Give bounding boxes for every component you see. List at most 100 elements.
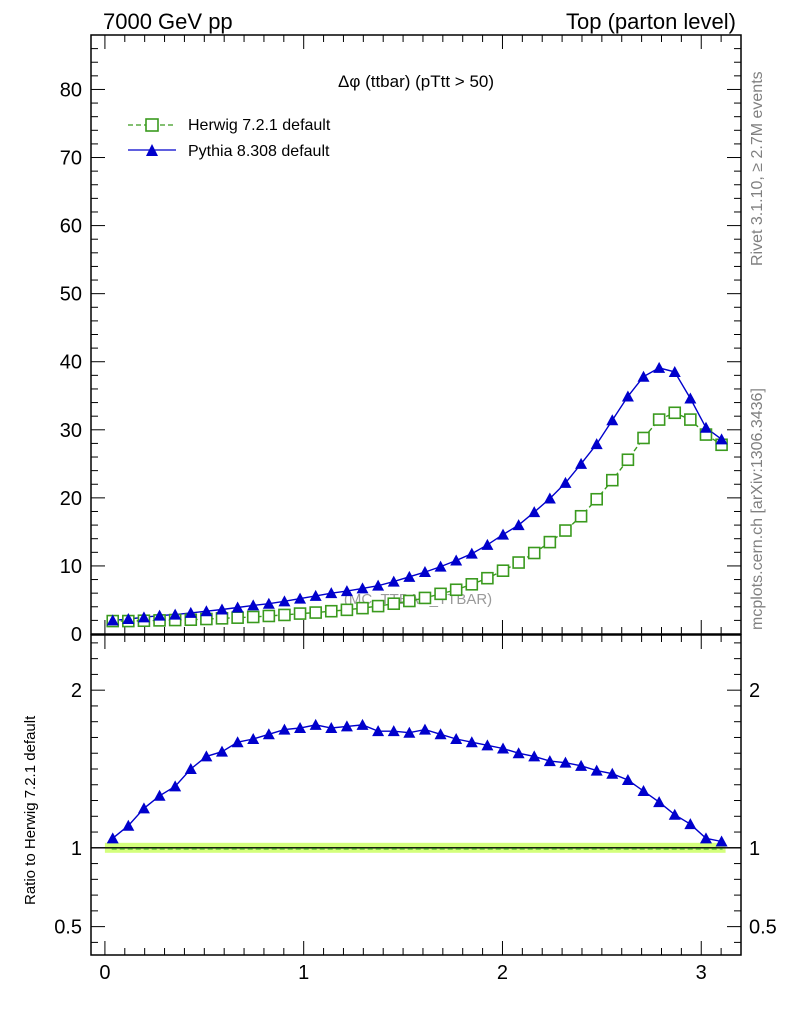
- pythia-ratio-point: [418, 723, 431, 735]
- pythia-point: [668, 365, 681, 377]
- header-left: 7000 GeV pp: [103, 9, 233, 34]
- herwig-point: [371, 599, 385, 613]
- pythia-point: [356, 582, 369, 594]
- pythia-point: [715, 433, 728, 445]
- herwig-point: [309, 606, 322, 619]
- pythia-point: [247, 599, 260, 611]
- legend-herwig-marker: [145, 118, 159, 132]
- herwig-point: [621, 453, 635, 467]
- pythia-point: [653, 361, 666, 373]
- pythia-point: [309, 589, 322, 601]
- herwig-point: [465, 578, 479, 591]
- ratio-y-tick-label: 1: [71, 838, 82, 860]
- pythia-point: [621, 390, 634, 402]
- pythia-ratio-point: [715, 835, 728, 847]
- pythia-point: [169, 608, 182, 620]
- herwig-point: [449, 583, 463, 597]
- herwig-point: [559, 524, 572, 537]
- pythia-ratio-point: [637, 785, 650, 797]
- ratio-panel: 0.5 0.5 1 1 2 2 0 1 2 3 Ratio to Herwig 7.2.1 de…: [22, 634, 777, 984]
- pythia-ratio-point: [215, 745, 228, 757]
- herwig-point: [434, 587, 447, 601]
- source-site-label: mcplots.cern.ch [arXiv:1306.3436]: [749, 388, 766, 630]
- legend-entry-herwig: Herwig 7.2.1 default: [128, 117, 331, 134]
- pythia-ratio-point: [606, 767, 619, 779]
- pythia-ratio-point: [309, 718, 322, 730]
- pythia-ratio-point: [684, 818, 697, 830]
- legend: Herwig 7.2.1 default Pythia 8.308 defaul…: [128, 117, 331, 160]
- pythia-point: [575, 457, 588, 469]
- legend-entry-pythia: Pythia 8.308 default: [128, 143, 330, 160]
- main-y-tick-labels: 0 10 20 30 40 50 60 70 80: [60, 79, 82, 646]
- pythia-ratio-point: [184, 762, 197, 774]
- ratio-x-tick-labels: 0 1 2 3: [99, 962, 706, 984]
- legend-pythia-label: Pythia 8.308 default: [188, 143, 330, 160]
- ratio-y-tick-label: 0.5: [54, 917, 82, 939]
- pythia-ratio-point: [543, 755, 556, 767]
- pythia-point: [262, 597, 275, 609]
- herwig-point: [418, 591, 432, 605]
- ratio-x-tick-label: 2: [497, 962, 508, 984]
- pythia-point: [137, 611, 150, 623]
- pythia-ratio-point: [278, 723, 291, 735]
- main-y-tick-label: 70: [60, 148, 82, 170]
- pythia-ratio-point: [434, 728, 447, 740]
- ratio-series-layer: [106, 718, 728, 847]
- header-right: Top (parton level): [566, 9, 736, 34]
- herwig-point: [512, 556, 525, 569]
- herwig-point: [652, 413, 666, 426]
- pythia-ratio-point: [340, 720, 353, 732]
- herwig-point: [262, 609, 276, 623]
- pythia-point: [590, 438, 603, 450]
- pythia-point: [543, 492, 556, 504]
- pythia-ratio-point: [372, 725, 385, 737]
- pythia-ratio-point: [122, 819, 135, 831]
- pythia-ratio-point: [699, 832, 712, 844]
- pythia-ratio-point: [153, 789, 166, 801]
- pythia-point: [528, 506, 541, 518]
- pythia-point: [559, 476, 572, 488]
- pythia-ratio-point: [450, 733, 463, 745]
- pythia-point: [699, 421, 712, 433]
- pythia-point: [325, 587, 338, 599]
- herwig-point: [574, 509, 588, 523]
- pythia-ratio-point: [200, 750, 213, 762]
- pythia-point: [465, 547, 478, 559]
- pythia-ratio-point: [403, 726, 416, 738]
- herwig-point: [278, 608, 291, 622]
- pythia-ratio-line: [112, 724, 722, 843]
- pythia-point: [215, 603, 228, 615]
- pythia-point: [153, 609, 166, 621]
- pythia-ratio-point: [481, 739, 494, 751]
- pythia-point: [106, 614, 119, 626]
- pythia-point: [372, 579, 385, 591]
- pythia-ratio-point: [137, 802, 150, 814]
- pythia-point: [294, 592, 307, 604]
- ratio-panel-frame: [90, 634, 742, 956]
- pythia-ratio-point: [387, 725, 400, 737]
- pythia-point: [387, 575, 400, 587]
- pythia-ratio-point: [497, 742, 510, 754]
- herwig-point: [496, 564, 510, 577]
- pythia-ratio-point: [465, 736, 478, 748]
- herwig-point: [340, 603, 354, 617]
- herwig-point: [231, 611, 244, 624]
- main-y-tick-label: 0: [71, 624, 82, 646]
- herwig-point: [246, 610, 260, 624]
- herwig-point: [543, 535, 557, 549]
- herwig-point: [387, 597, 401, 611]
- pythia-point: [340, 585, 353, 597]
- pythia-ratio-point: [528, 750, 541, 762]
- pythia-ratio-point: [668, 808, 681, 820]
- main-y-tick-label: 20: [60, 488, 82, 510]
- main-y-tick-label: 40: [60, 352, 82, 374]
- ratio-x-tick-label: 1: [298, 962, 309, 984]
- legend-pythia-marker: [146, 144, 158, 156]
- pythia-point: [184, 606, 197, 618]
- pythia-point: [231, 601, 244, 613]
- main-y-tick-label: 80: [60, 79, 82, 101]
- pythia-ratio-point: [356, 718, 369, 730]
- main-y-tick-label: 50: [60, 284, 82, 306]
- pythia-ratio-point: [575, 759, 588, 771]
